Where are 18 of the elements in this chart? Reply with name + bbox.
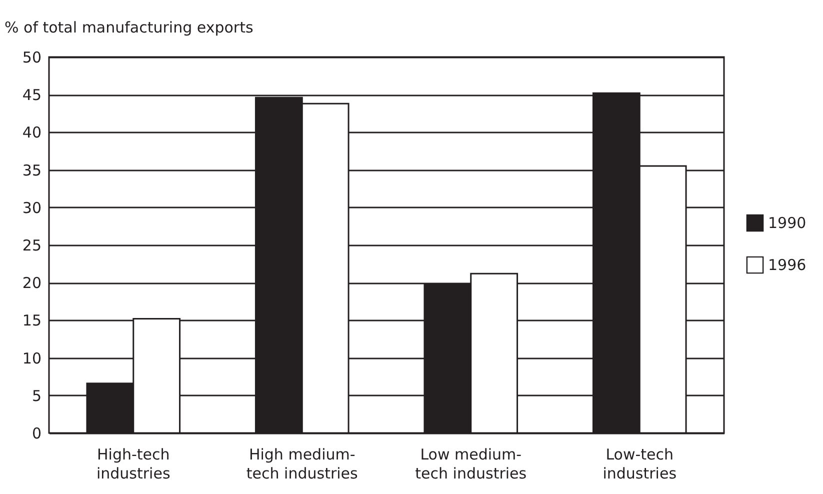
x-tick-label: High medium-tech industries: [246, 446, 358, 482]
y-axis-title: % of total manufacturing exports: [4, 18, 254, 36]
legend-label: 1996: [768, 256, 806, 274]
x-tick-label: Low-tech industries: [602, 446, 677, 482]
y-tick-label: 30: [22, 198, 42, 217]
y-tick-label: 20: [22, 274, 42, 292]
y-tick-label: 35: [22, 161, 42, 180]
y-tick-label: 10: [22, 349, 42, 368]
y-tick-label: 15: [22, 312, 42, 330]
y-tick-label: 40: [22, 124, 42, 142]
y-tick-label: 0: [32, 424, 42, 442]
y-tick-label: 25: [22, 236, 42, 254]
y-tick-label: 45: [22, 86, 42, 104]
x-tick-label: Low medium-tech industries: [415, 446, 527, 482]
y-tick-label: 5: [32, 386, 42, 405]
x-tick-label: High-tech industries: [96, 446, 170, 482]
y-tick-label: 50: [22, 48, 42, 66]
legend-label: 1990: [768, 214, 806, 232]
